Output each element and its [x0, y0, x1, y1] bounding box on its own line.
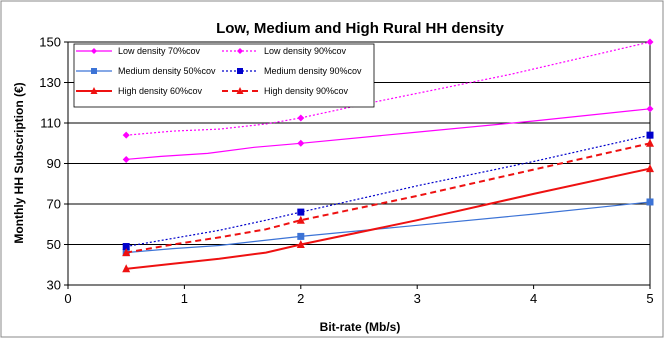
series-layer: [122, 38, 654, 273]
y-tick-label: 90: [47, 156, 61, 171]
x-tick-label: 1: [181, 291, 188, 306]
series-6: [122, 138, 654, 257]
x-tick-label: 2: [297, 291, 304, 306]
legend-entry: Medium density 50%cov: [76, 66, 216, 76]
x-tick-label: 5: [646, 291, 653, 306]
series-line: [126, 108, 651, 160]
y-tick-label: 130: [39, 75, 61, 90]
series-line: [126, 167, 651, 270]
data-point-marker: [122, 131, 130, 139]
legend-label: Medium density 90%cov: [264, 66, 362, 76]
series-line: [126, 41, 651, 136]
data-point-marker: [646, 164, 654, 173]
chart-title: Low, Medium and High Rural HH density: [216, 20, 504, 37]
data-point-marker: [646, 198, 654, 206]
data-point-marker: [297, 208, 305, 216]
data-point-marker: [297, 139, 305, 147]
data-point-marker: [646, 38, 654, 46]
y-tick-label: 150: [39, 35, 61, 50]
data-point-marker: [237, 48, 243, 54]
legend-entry: High density 60%cov: [76, 86, 203, 96]
data-point-marker: [297, 114, 305, 122]
x-axis-label: Bit-rate (Mb/s): [320, 320, 401, 334]
legend-label: High density 90%cov: [264, 86, 349, 96]
legend-label: Medium density 50%cov: [118, 66, 216, 76]
data-point-marker: [646, 138, 654, 147]
series-5: [122, 164, 654, 273]
x-tick-label: 3: [414, 291, 421, 306]
y-tick-label: 70: [47, 197, 61, 212]
x-axis-ticks: 0 1 2 3 4 5: [64, 285, 654, 306]
series-line: [126, 134, 651, 248]
data-point-marker: [646, 131, 654, 139]
data-point-marker: [297, 232, 305, 240]
series-4: [122, 131, 654, 251]
y-tick-label: 50: [47, 237, 61, 252]
data-point-marker: [236, 87, 244, 94]
legend-entry: Low density 90%cov: [222, 46, 347, 56]
x-tick-label: 0: [64, 291, 71, 306]
y-tick-label: 30: [47, 278, 61, 293]
series-2: [122, 38, 654, 139]
data-point-marker: [296, 240, 305, 248]
y-axis-ticks: 30 50 70 90 110 130 150: [39, 35, 68, 293]
y-tick-label: 110: [40, 116, 61, 131]
data-point-marker: [296, 215, 305, 224]
series-line: [126, 142, 651, 254]
series-1: [122, 105, 654, 163]
data-point-marker: [122, 248, 131, 257]
data-point-marker: [646, 105, 654, 113]
x-tick-label: 4: [530, 291, 537, 306]
data-point-marker: [122, 243, 130, 251]
legend-entry: Medium density 90%cov: [222, 66, 362, 76]
legend-entry: High density 90%cov: [222, 86, 349, 96]
legend: Low density 70%cov Low density 90%cov Medi…: [73, 43, 375, 108]
data-point-marker: [237, 68, 243, 74]
legend-box: [73, 43, 375, 108]
series-line: [126, 201, 651, 254]
data-point-marker: [122, 264, 131, 273]
data-point-marker: [122, 155, 130, 163]
legend-label: High density 60%cov: [118, 86, 203, 96]
y-axis-label: Monthly HH Subscription (€): [12, 82, 26, 243]
legend-label: Low density 90%cov: [264, 46, 347, 56]
data-point-marker: [91, 48, 97, 54]
data-point-marker: [90, 87, 98, 94]
legend-label: Low density 70%cov: [118, 46, 201, 56]
legend-entry: Low density 70%cov: [76, 46, 201, 56]
data-point-marker: [91, 68, 97, 74]
